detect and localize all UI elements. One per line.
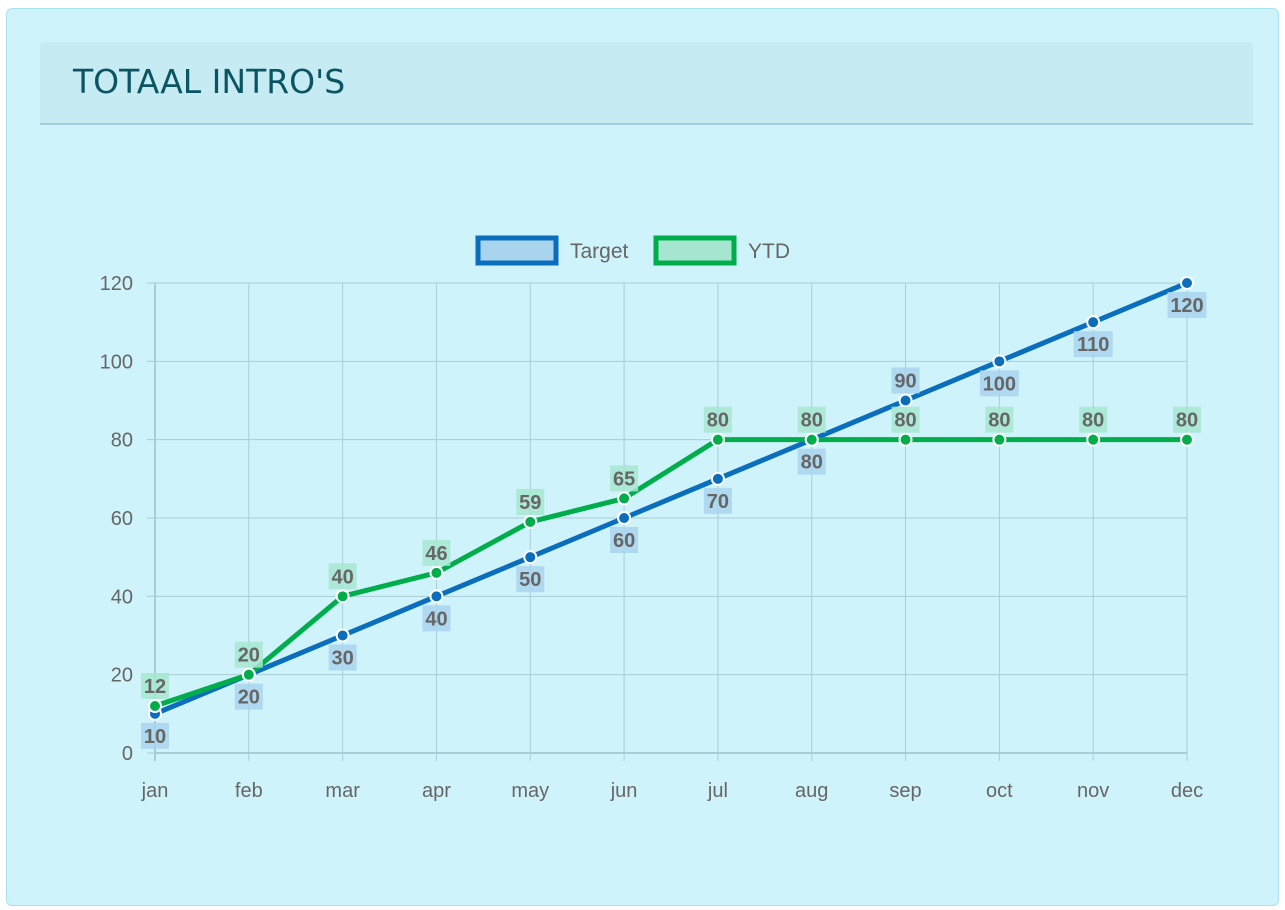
data-label-target: 120	[1170, 295, 1203, 317]
data-label-ytd: 65	[613, 468, 635, 490]
data-point-ytd	[335, 589, 350, 604]
data-label-ytd: 80	[1176, 410, 1198, 432]
data-label-bg	[703, 487, 732, 514]
data-label-target: 110	[1077, 334, 1109, 356]
data-point-target	[710, 471, 725, 486]
data-point-ytd	[1086, 432, 1101, 447]
y-tick-label: 40	[111, 586, 133, 608]
data-point-target	[992, 354, 1007, 369]
data-point-target	[1180, 276, 1194, 290]
data-label-bg	[797, 448, 826, 475]
data-label-ytd: 20	[238, 645, 260, 667]
data-label-bg	[891, 406, 920, 433]
y-tick-label: 20	[111, 665, 133, 687]
data-label-bg	[1167, 292, 1207, 318]
y-tick-label: 80	[111, 430, 133, 452]
data-label-bg	[891, 367, 920, 394]
data-label-bg	[797, 406, 826, 433]
data-label-bg	[1073, 331, 1113, 358]
x-tick-label: sep	[889, 780, 921, 802]
x-tick-label: dec	[1171, 780, 1203, 802]
x-tick-label: mar	[325, 780, 360, 802]
x-tick-label: jan	[141, 780, 169, 802]
data-label-target: 20	[238, 687, 260, 709]
data-point-ytd	[523, 514, 538, 529]
data-point-ytd	[992, 432, 1007, 447]
data-label-ytd: 12	[144, 676, 166, 698]
data-label-bg	[422, 539, 451, 566]
data-label-target: 80	[801, 452, 823, 474]
data-label-target: 40	[425, 608, 447, 630]
data-label-bg	[141, 673, 169, 699]
y-tick-label: 0	[122, 743, 133, 765]
series-line-target	[154, 280, 1188, 717]
data-point-ytd	[241, 667, 256, 682]
data-label-bg	[516, 566, 545, 593]
data-label-bg	[610, 465, 639, 492]
x-tick-label: aug	[795, 780, 828, 802]
data-label-ytd: 40	[332, 566, 354, 588]
x-tick-label: jul	[707, 780, 728, 802]
data-point-ytd	[898, 432, 913, 447]
data-label-bg	[234, 641, 263, 668]
data-label-ytd: 80	[707, 410, 729, 432]
data-label-target: 100	[983, 373, 1016, 395]
data-point-ytd	[429, 565, 444, 580]
x-tick-label: oct	[986, 780, 1013, 802]
data-point-ytd	[148, 699, 162, 713]
data-label-target: 90	[894, 371, 916, 393]
data-label-ytd: 80	[894, 410, 916, 432]
data-label-bg	[703, 406, 732, 433]
x-tick-label: apr	[422, 780, 451, 802]
y-tick-label: 120	[100, 273, 133, 295]
data-label-bg	[422, 605, 451, 632]
series-line-ytd	[154, 437, 1187, 709]
legend-label: Target	[570, 240, 629, 263]
data-label-ytd: 80	[801, 410, 823, 432]
data-point-target	[429, 589, 444, 604]
data-label-bg	[234, 683, 263, 710]
data-label-bg	[328, 563, 357, 590]
data-point-target	[335, 628, 350, 643]
data-point-target	[1086, 315, 1101, 330]
data-point-ytd	[1180, 432, 1194, 447]
chart-card: TOTAAL INTRO'S	[6, 8, 1279, 906]
y-tick-label: 60	[111, 508, 133, 530]
data-point-ytd	[710, 432, 725, 447]
data-label-bg	[1173, 406, 1201, 433]
data-label-ytd: 80	[988, 410, 1010, 432]
data-label-bg	[516, 488, 545, 515]
card-header: TOTAAL INTRO'S	[40, 42, 1253, 125]
legend-swatch	[653, 235, 737, 266]
y-tick-label: 100	[100, 351, 133, 373]
data-label-ytd: 46	[425, 543, 447, 565]
data-point-ytd	[617, 491, 632, 506]
data-label-bg	[1079, 406, 1108, 433]
legend-label: YTD	[748, 240, 790, 263]
data-label-target: 60	[613, 530, 635, 552]
data-label-ytd: 59	[519, 492, 541, 514]
data-point-target	[617, 511, 632, 525]
x-tick-label: nov	[1077, 780, 1109, 802]
data-label-bg	[328, 644, 357, 671]
page-title: TOTAAL INTRO'S	[73, 62, 346, 101]
data-label-bg	[979, 370, 1019, 397]
x-tick-label: may	[511, 780, 549, 802]
data-label-target: 70	[707, 491, 729, 513]
data-label-ytd: 80	[1082, 410, 1104, 432]
data-point-target	[898, 393, 913, 408]
data-label-bg	[141, 722, 169, 749]
x-tick-label: jun	[610, 780, 638, 802]
data-label-target: 30	[332, 648, 354, 670]
data-label-target: 10	[144, 726, 166, 748]
data-label-bg	[985, 406, 1014, 433]
legend-swatch	[475, 235, 559, 266]
data-point-ytd	[804, 432, 819, 447]
data-point-target	[523, 550, 538, 565]
data-label-bg	[610, 527, 639, 553]
data-label-target: 50	[519, 569, 541, 591]
x-tick-label: feb	[235, 780, 263, 802]
